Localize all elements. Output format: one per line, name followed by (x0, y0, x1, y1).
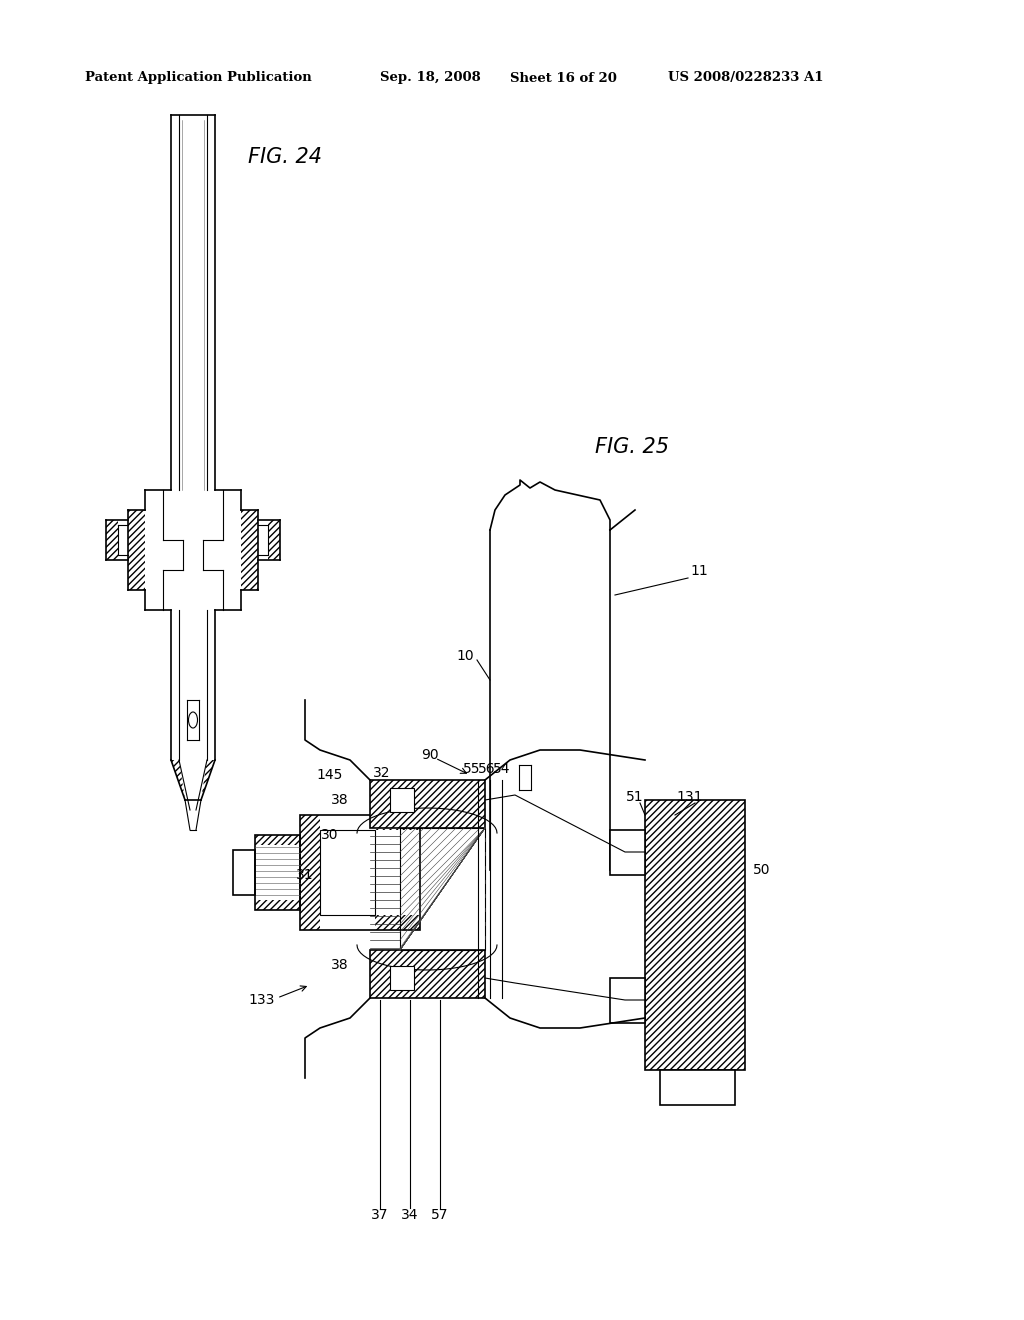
Text: 31: 31 (296, 869, 313, 882)
Bar (645, 800, 745, 1071)
Text: 145: 145 (316, 768, 343, 781)
Bar (400, 828, 485, 950)
Text: 90: 90 (421, 748, 439, 762)
Text: Sheet 16 of 20: Sheet 16 of 20 (510, 71, 616, 84)
Bar (128, 510, 145, 590)
Bar (370, 780, 485, 828)
Bar (319, 830, 375, 915)
Text: 57: 57 (431, 1208, 449, 1222)
Bar (255, 836, 300, 845)
Text: 38: 38 (331, 793, 349, 807)
Text: 10: 10 (457, 649, 474, 663)
Text: 38: 38 (331, 958, 349, 972)
Bar (370, 950, 485, 998)
Text: US 2008/0228233 A1: US 2008/0228233 A1 (668, 71, 823, 84)
Text: 32: 32 (374, 766, 391, 780)
Text: 50: 50 (754, 863, 771, 876)
Bar (660, 1071, 735, 1105)
Bar (610, 978, 645, 1023)
Text: 55: 55 (463, 762, 480, 776)
Text: FIG. 25: FIG. 25 (595, 437, 669, 457)
Text: 131: 131 (677, 789, 703, 804)
Bar (610, 830, 645, 875)
Text: 56: 56 (478, 762, 496, 776)
Bar (268, 520, 280, 560)
Bar (255, 900, 300, 909)
Bar (233, 850, 255, 895)
Bar (375, 915, 420, 931)
Text: Patent Application Publication: Patent Application Publication (85, 71, 311, 84)
Text: FIG. 24: FIG. 24 (248, 147, 322, 168)
Bar (390, 966, 414, 990)
Bar (375, 814, 420, 830)
Text: 51: 51 (627, 789, 644, 804)
Bar (241, 510, 258, 590)
Text: 54: 54 (494, 762, 511, 776)
Text: 37: 37 (372, 1208, 389, 1222)
Bar (106, 520, 118, 560)
Text: 30: 30 (322, 828, 339, 842)
Ellipse shape (188, 711, 198, 729)
Text: 133: 133 (249, 993, 275, 1007)
Text: 11: 11 (690, 564, 708, 578)
Text: Sep. 18, 2008: Sep. 18, 2008 (380, 71, 480, 84)
Text: 34: 34 (401, 1208, 419, 1222)
Bar (255, 836, 300, 909)
Bar (300, 814, 420, 931)
Bar (300, 814, 319, 931)
Bar (370, 780, 485, 828)
Bar (370, 950, 485, 998)
Bar (390, 788, 414, 812)
Bar (645, 800, 745, 1071)
